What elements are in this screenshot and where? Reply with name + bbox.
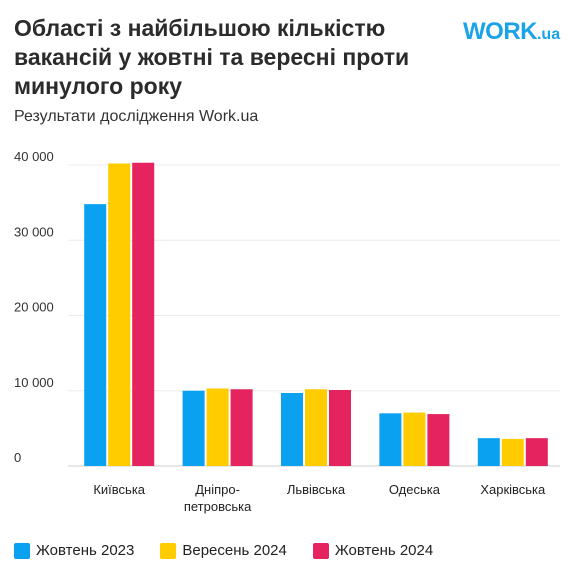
legend-swatch-oct-2024 bbox=[312, 542, 329, 559]
y-tick-label: 40 000 bbox=[14, 149, 54, 164]
bar bbox=[84, 204, 107, 466]
bar bbox=[477, 438, 500, 466]
x-tick-label-line: Одеська bbox=[389, 482, 441, 497]
logo-main-text: WORK bbox=[463, 18, 537, 45]
logo-suffix-text: .ua bbox=[536, 26, 561, 43]
bar bbox=[379, 413, 402, 466]
bar bbox=[132, 162, 155, 466]
bar bbox=[281, 393, 303, 466]
bar bbox=[427, 414, 450, 466]
legend-item-sep-2024: Вересень 2024 bbox=[160, 542, 287, 559]
x-tick-label-line: Дніпро- bbox=[195, 482, 240, 497]
work-ua-logo: WORK.ua bbox=[463, 18, 560, 46]
legend-item-oct-2023: Жовтень 2023 bbox=[14, 542, 134, 559]
legend-item-oct-2024: Жовтень 2024 bbox=[312, 542, 434, 559]
bar bbox=[206, 388, 229, 466]
x-tick-label-line: Харківська bbox=[480, 482, 546, 497]
x-tick-label-line: Львівська bbox=[287, 482, 346, 497]
bar bbox=[403, 412, 426, 466]
bar bbox=[230, 389, 253, 466]
x-tick-label: Дніпро-петровська bbox=[184, 482, 252, 514]
x-tick-label: Київська bbox=[93, 482, 145, 497]
chart-legend: Жовтень 2023 Вересень 2024 Жовтень 2024 bbox=[14, 542, 459, 559]
legend-swatch-sep-2024 bbox=[160, 542, 177, 559]
bar bbox=[305, 389, 327, 466]
x-tick-label: Харківська bbox=[480, 482, 546, 497]
y-tick-label: 30 000 bbox=[14, 224, 54, 239]
x-tick-label-line: петровська bbox=[184, 499, 252, 514]
x-tick-label: Одеська bbox=[389, 482, 441, 497]
x-tick-label-line: Київська bbox=[93, 482, 145, 497]
legend-label-oct-2024: Жовтень 2024 bbox=[334, 542, 434, 559]
y-tick-label: 10 000 bbox=[14, 375, 54, 390]
legend-swatch-oct-2023 bbox=[14, 542, 30, 559]
x-tick-label: Львівська bbox=[287, 482, 346, 497]
bar bbox=[329, 389, 351, 466]
legend-label-sep-2024: Вересень 2024 bbox=[182, 542, 287, 559]
legend-label-oct-2023: Жовтень 2023 bbox=[36, 542, 135, 559]
bar bbox=[108, 163, 131, 466]
chart-title: Області з найбільшою кількістю вакансій … bbox=[14, 15, 410, 99]
bar bbox=[182, 390, 205, 466]
y-tick-label: 0 bbox=[14, 450, 21, 465]
y-tick-label: 20 000 bbox=[14, 300, 54, 315]
chart-subtitle: Результати дослідження Work.ua bbox=[14, 108, 259, 125]
bar bbox=[525, 438, 548, 466]
bar bbox=[501, 438, 524, 466]
